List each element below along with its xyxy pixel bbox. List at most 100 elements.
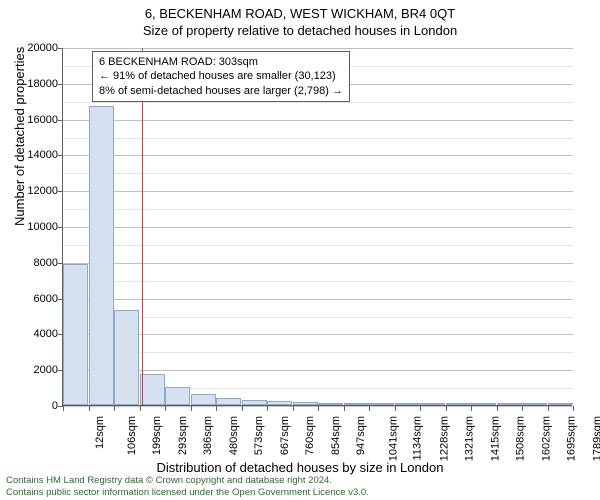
gridline [63, 48, 573, 49]
gridline [63, 370, 573, 371]
x-tick-label: 947sqm [355, 416, 367, 455]
gridline [63, 245, 573, 246]
y-tick-label: 10000 [6, 221, 58, 233]
x-tick-label: 1508sqm [514, 416, 526, 461]
x-tick-mark [420, 406, 421, 411]
x-tick-label: 667sqm [279, 416, 291, 455]
gridline [63, 155, 573, 156]
x-tick-label: 1228sqm [438, 416, 450, 461]
x-tick-label: 1134sqm [411, 416, 423, 460]
gridline [63, 227, 573, 228]
x-tick-mark [140, 406, 141, 411]
x-tick-mark [395, 406, 396, 411]
y-tick-label: 16000 [6, 114, 58, 126]
x-tick-mark [344, 406, 345, 411]
x-tick-label: 293sqm [177, 416, 189, 455]
histogram-bar [293, 402, 318, 405]
gridline [63, 138, 573, 139]
histogram-bar [318, 403, 343, 405]
x-tick-label: 1602sqm [540, 416, 552, 461]
histogram-bar [344, 403, 369, 405]
chart-area: 0200040006000800010000120001400016000180… [62, 48, 572, 406]
x-tick-mark [318, 406, 319, 411]
annotation-line-3: 8% of semi-detached houses are larger (2… [99, 84, 343, 98]
footer-line-1: Contains HM Land Registry data © Crown c… [6, 475, 369, 486]
histogram-bar [191, 394, 216, 405]
x-tick-mark [497, 406, 498, 411]
y-tick-label: 14000 [6, 149, 58, 161]
x-tick-mark [446, 406, 447, 411]
x-tick-mark [242, 406, 243, 411]
x-tick-label: 106sqm [126, 416, 138, 455]
histogram-bar [89, 106, 114, 405]
x-tick-label: 12sqm [94, 416, 106, 449]
x-tick-mark [216, 406, 217, 411]
annotation-line-2: ← 91% of detached houses are smaller (30… [99, 69, 343, 83]
footer-line-2: Contains public sector information licen… [6, 487, 369, 498]
gridline [63, 299, 573, 300]
y-tick-label: 20000 [6, 42, 58, 54]
x-tick-mark [471, 406, 472, 411]
histogram-bar [395, 403, 420, 405]
y-tick-mark [58, 84, 63, 85]
x-tick-mark [522, 406, 523, 411]
histogram-bar [140, 374, 165, 405]
histogram-bar [63, 264, 88, 405]
x-tick-label: 573sqm [253, 416, 265, 455]
gridline [63, 317, 573, 318]
chart-title: 6, BECKENHAM ROAD, WEST WICKHAM, BR4 0QT [0, 6, 600, 21]
histogram-bar [242, 400, 267, 405]
histogram-bar [114, 310, 139, 405]
annotation-box: 6 BECKENHAM ROAD: 303sqm ← 91% of detach… [92, 51, 350, 102]
gridline [63, 120, 573, 121]
y-tick-mark [58, 120, 63, 121]
y-tick-mark [58, 227, 63, 228]
gridline [63, 191, 573, 192]
x-axis-title: Distribution of detached houses by size … [0, 460, 600, 475]
x-tick-mark [267, 406, 268, 411]
y-tick-mark [58, 191, 63, 192]
y-tick-label: 0 [6, 400, 58, 412]
x-tick-mark [293, 406, 294, 411]
annotation-line-1: 6 BECKENHAM ROAD: 303sqm [99, 55, 343, 69]
histogram-bar [420, 403, 445, 405]
histogram-bar [522, 403, 547, 405]
histogram-bar [267, 401, 292, 405]
x-tick-label: 386sqm [202, 416, 214, 455]
x-tick-label: 199sqm [151, 416, 163, 455]
x-tick-label: 1695sqm [565, 416, 577, 461]
gridline [63, 263, 573, 264]
y-tick-mark [58, 155, 63, 156]
y-axis-title: Number of detached properties [12, 47, 27, 226]
gridline [63, 209, 573, 210]
x-tick-mark [165, 406, 166, 411]
x-tick-label: 1415sqm [489, 416, 501, 461]
x-tick-label: 760sqm [304, 416, 316, 455]
chart-subtitle: Size of property relative to detached ho… [0, 23, 600, 38]
histogram-bar [497, 403, 522, 405]
x-tick-mark [89, 406, 90, 411]
x-tick-mark [191, 406, 192, 411]
x-tick-mark [548, 406, 549, 411]
y-tick-label: 12000 [6, 185, 58, 197]
x-tick-label: 1321sqm [463, 416, 475, 461]
histogram-bar [216, 398, 241, 405]
y-tick-label: 2000 [6, 364, 58, 376]
histogram-bar [446, 403, 471, 405]
y-tick-label: 8000 [6, 257, 58, 269]
x-tick-mark [114, 406, 115, 411]
y-tick-label: 6000 [6, 293, 58, 305]
y-tick-label: 4000 [6, 328, 58, 340]
y-tick-mark [58, 48, 63, 49]
footer-attribution: Contains HM Land Registry data © Crown c… [6, 475, 369, 498]
y-tick-label: 18000 [6, 78, 58, 90]
gridline [63, 281, 573, 282]
x-tick-mark [573, 406, 574, 411]
x-tick-mark [63, 406, 64, 411]
x-tick-label: 480sqm [228, 416, 240, 455]
gridline [63, 352, 573, 353]
histogram-bar [165, 387, 190, 405]
histogram-bar [471, 403, 496, 405]
gridline [63, 334, 573, 335]
x-tick-label: 1041sqm [387, 416, 399, 461]
